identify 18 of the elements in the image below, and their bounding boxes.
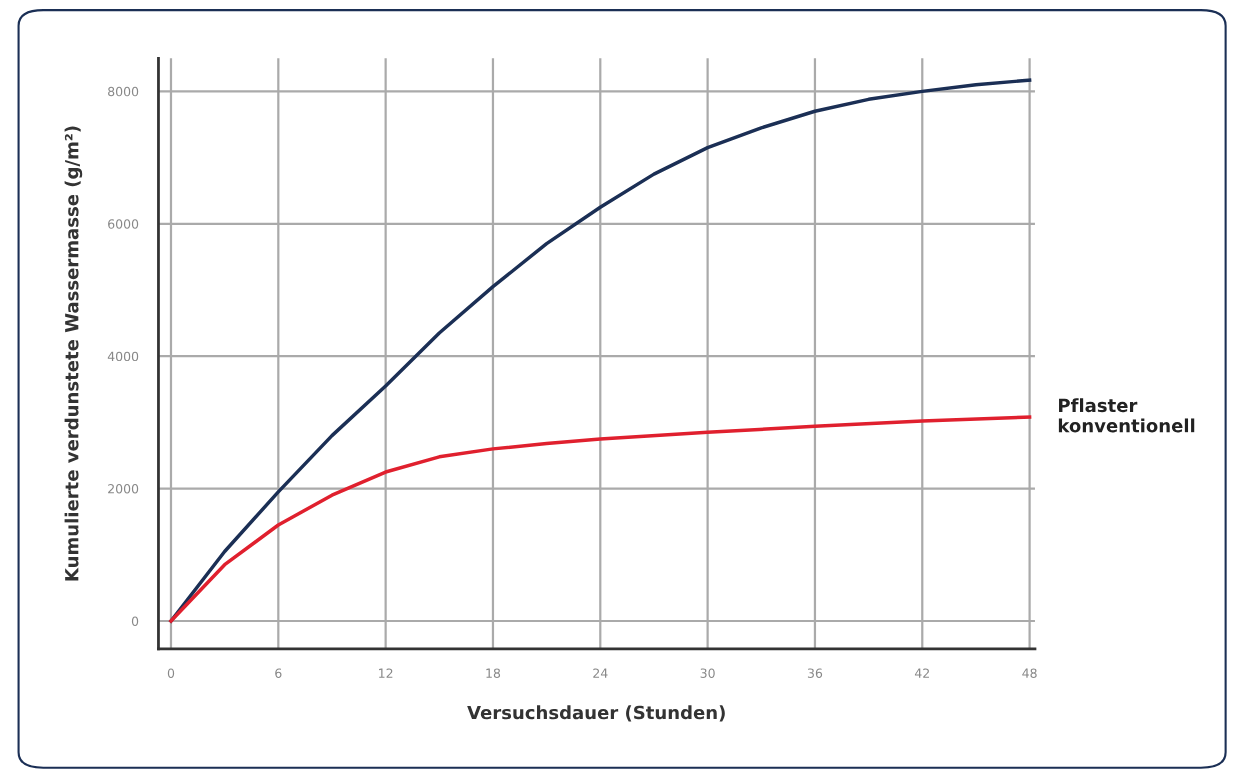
- y-tick-label: 2000: [108, 484, 139, 494]
- x-tick-label: 12: [379, 668, 393, 678]
- x-tick-label: 42: [914, 668, 929, 678]
- y-tick-label: 6000: [108, 219, 139, 229]
- x-axis-title: Versuchsdauer (Stunden): [467, 705, 725, 722]
- x-tick-label: 0: [167, 668, 175, 678]
- x-tick-label: 48: [1022, 668, 1037, 678]
- series-label: Pflaster konventionell: [1058, 398, 1195, 433]
- x-tick-label: 30: [700, 668, 715, 678]
- y-tick-label: 8000: [108, 86, 139, 97]
- x-tick-label: 36: [807, 668, 823, 678]
- line-series: [169, 415, 1032, 623]
- y-axis-title: Kumulierte verdunstete Wassermasse (g/m²): [64, 126, 83, 581]
- y-tick-label: 0: [131, 616, 139, 626]
- x-tick-label: 24: [593, 668, 608, 678]
- x-tick-label: 6: [275, 668, 282, 678]
- y-tick-label: 4000: [107, 351, 139, 362]
- x-tick-label: 18: [486, 668, 501, 678]
